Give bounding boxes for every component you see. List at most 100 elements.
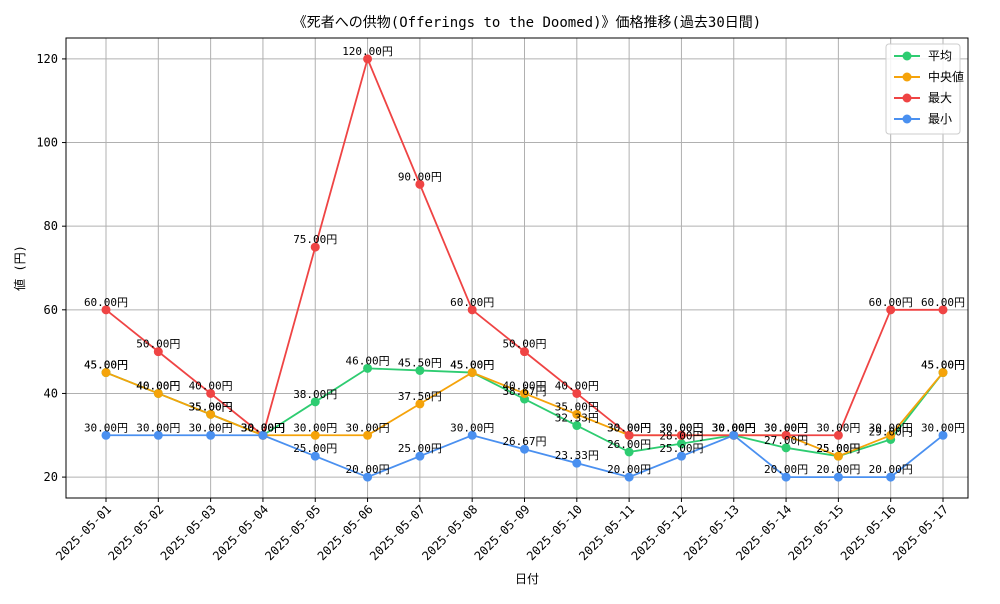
data-label: 30.00円 xyxy=(816,421,860,434)
data-label: 60.00円 xyxy=(84,296,128,309)
data-point xyxy=(310,430,320,440)
data-label: 38.00円 xyxy=(293,388,337,401)
data-point xyxy=(676,430,686,440)
data-point xyxy=(624,447,634,457)
data-label: 30.00円 xyxy=(607,421,651,434)
y-tick-label: 80 xyxy=(44,219,58,233)
data-point xyxy=(886,430,896,440)
data-label: 25.00円 xyxy=(398,442,442,455)
data-point xyxy=(206,388,216,398)
legend-label: 平均 xyxy=(928,49,952,63)
data-point xyxy=(624,472,634,482)
data-label: 38.67円 xyxy=(502,385,546,398)
data-label: 30.00円 xyxy=(764,421,808,434)
data-label: 30.00円 xyxy=(450,421,494,434)
data-point xyxy=(938,368,948,378)
data-point xyxy=(938,430,948,440)
data-label: 45.00円 xyxy=(921,359,965,372)
data-label: 25.00円 xyxy=(816,442,860,455)
data-label: 75.00円 xyxy=(293,233,337,246)
data-point xyxy=(363,363,373,373)
data-label: 45.00円 xyxy=(84,359,128,372)
data-label: 40.00円 xyxy=(136,379,180,392)
data-point xyxy=(781,472,791,482)
data-label: 40.00円 xyxy=(189,379,233,392)
data-label: 20.00円 xyxy=(346,463,390,476)
data-point xyxy=(833,430,843,440)
data-point xyxy=(624,430,634,440)
data-point xyxy=(833,451,843,461)
data-point xyxy=(415,399,425,409)
data-label: 30.00円 xyxy=(659,421,703,434)
data-label: 30.00円 xyxy=(607,421,651,434)
y-tick-label: 20 xyxy=(44,470,58,484)
data-label: 29.00円 xyxy=(869,425,913,438)
data-point xyxy=(206,430,216,440)
legend-label: 中央値 xyxy=(928,69,964,84)
data-point xyxy=(467,430,477,440)
data-label: 30.00円 xyxy=(241,421,285,434)
data-point xyxy=(572,458,582,468)
data-label: 40.00円 xyxy=(555,379,599,392)
data-point xyxy=(310,397,320,407)
data-label: 40.00円 xyxy=(502,379,546,392)
data-point xyxy=(781,443,791,453)
legend-swatch-marker xyxy=(902,114,912,124)
data-point xyxy=(101,368,111,378)
data-label: 35.00円 xyxy=(189,400,233,413)
data-label: 30.00円 xyxy=(869,421,913,434)
x-axis-title: 日付 xyxy=(515,572,539,586)
data-label: 30.00円 xyxy=(241,421,285,434)
data-point xyxy=(153,347,163,357)
data-point xyxy=(886,472,896,482)
data-label: 30.00円 xyxy=(84,421,128,434)
chart-title: 《死者への供物(Offerings to the Doomed)》価格推移(過去… xyxy=(293,15,761,31)
legend-label: 最小 xyxy=(928,112,952,126)
data-label: 20.00円 xyxy=(607,463,651,476)
data-label: 46.00円 xyxy=(346,354,390,367)
plot-frame xyxy=(65,37,969,499)
data-label: 25.00円 xyxy=(816,442,860,455)
data-point xyxy=(415,451,425,461)
data-point xyxy=(206,409,216,419)
data-label: 30.00円 xyxy=(136,421,180,434)
data-point xyxy=(520,347,529,357)
data-label: 37.50円 xyxy=(398,390,442,403)
data-label: 30.00円 xyxy=(659,421,703,434)
x-tick-label: 2025-05-17 xyxy=(890,502,951,563)
data-label: 20.00円 xyxy=(869,463,913,476)
data-label: 60.00円 xyxy=(869,296,913,309)
data-point xyxy=(676,451,686,461)
data-label: 26.67円 xyxy=(502,435,546,448)
data-point xyxy=(258,430,268,440)
data-label: 25.00円 xyxy=(293,442,337,455)
data-label: 35.00円 xyxy=(189,400,233,413)
data-label: 30.00円 xyxy=(712,421,756,434)
data-point xyxy=(520,388,529,398)
data-label: 45.00円 xyxy=(84,359,128,372)
data-label: 50.00円 xyxy=(502,338,546,351)
data-point xyxy=(467,305,477,315)
data-point xyxy=(310,242,320,252)
data-point xyxy=(781,430,791,440)
data-label: 26.00円 xyxy=(607,438,651,451)
data-label: 32.33円 xyxy=(555,412,599,425)
y-tick-label: 40 xyxy=(44,386,58,400)
data-label: 20.00円 xyxy=(816,463,860,476)
data-point xyxy=(938,305,948,315)
data-point xyxy=(572,421,582,431)
legend-swatch-marker xyxy=(902,51,912,61)
legend-box xyxy=(885,43,961,135)
y-axis-title: 値 (円) xyxy=(12,245,27,291)
legend-swatch-marker xyxy=(902,72,912,82)
data-label: 30.00円 xyxy=(921,421,965,434)
data-label: 30.00円 xyxy=(712,421,756,434)
data-label: 45.50円 xyxy=(398,356,442,369)
data-point xyxy=(572,388,582,398)
data-label: 27.00円 xyxy=(764,434,808,447)
data-point xyxy=(886,305,896,315)
data-point xyxy=(363,430,373,440)
data-point xyxy=(520,444,529,454)
